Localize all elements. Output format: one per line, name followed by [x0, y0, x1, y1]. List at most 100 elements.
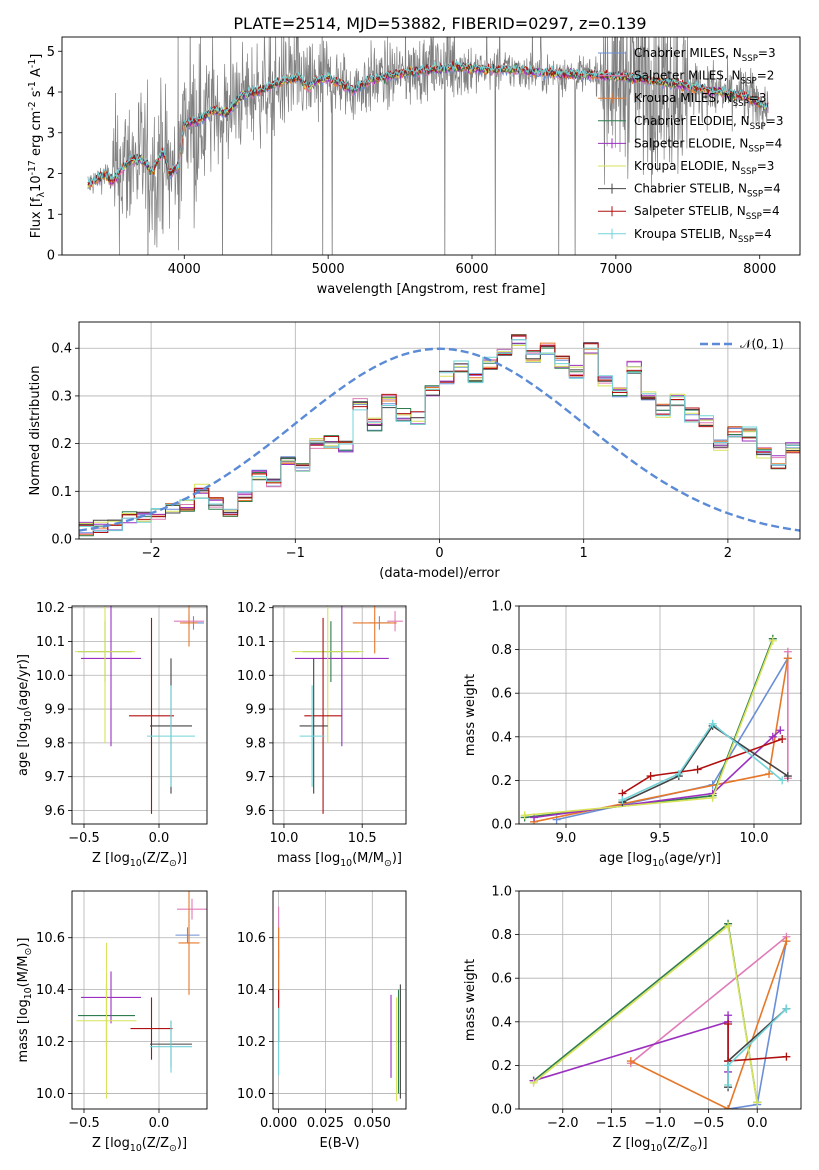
gaussian-curve: [79, 347, 800, 532]
legend-label-5: Kroupa ELODIE, NSSP=3: [634, 159, 774, 177]
age-vs-Z-ytick-label: 10.0: [36, 669, 65, 684]
age-vs-Z-ytick-label: 9.8: [44, 736, 65, 751]
mass-vs-Z-plot-area: [76, 891, 207, 1099]
weight-vs-Z-ytick-label: 0.2: [491, 1059, 512, 1074]
weight-vs-Z-xtick-label: −1.0: [644, 1116, 676, 1131]
legend-label-7: Salpeter STELIB, NSSP=4: [634, 204, 780, 222]
weight-vs-age-ytick-label: 0.8: [491, 643, 512, 658]
residual-hist-5: [79, 345, 800, 524]
residual-hist-6: [79, 334, 800, 525]
residuals-ylabel: Normed distribution: [28, 366, 43, 496]
spectrum-model-line-8: [87, 60, 769, 185]
age-vs-mass-plot-area: [291, 606, 403, 814]
weight-vs-age-marker-8-0: [618, 796, 627, 805]
spectrum-frame: [61, 36, 801, 256]
mass-vs-Z-ytick-label: 10.4: [36, 983, 65, 998]
mass-vs-ebv-plot-area: [278, 906, 401, 1102]
weight-vs-Z-ytick-label: 0.4: [491, 1015, 512, 1030]
weight-vs-age-marker-5-2: [768, 636, 777, 645]
residuals-frame: [78, 321, 801, 540]
weight-vs-age-marker-8-1: [674, 769, 683, 778]
weight-vs-age-series-2: [533, 658, 789, 823]
weight-vs-Z-xtick-label: −0.5: [693, 1116, 725, 1131]
mass-vs-Z-xtick-label: −0.5: [68, 1116, 100, 1131]
mass-vs-ebv-xtick-label: 0.050: [354, 1116, 391, 1131]
weight-vs-Z-ytick-label: 0.8: [491, 928, 512, 943]
figure-title: PLATE=2514, MJD=53882, FIBERID=0297, z=0…: [233, 14, 646, 33]
weight-vs-age-ytick-label: 1.0: [491, 600, 512, 615]
mass-vs-ebv-xtick-label: 0.025: [307, 1116, 344, 1131]
residuals-ytick-label: 0.4: [51, 342, 72, 357]
age-vs-mass-xlabel: mass [log10(M/M⊙)]: [277, 851, 402, 869]
spectrum-ylabel: Flux [fλ10-17 erg cm-2 s-1 A-1]: [27, 54, 47, 239]
legend-label-3: Chabrier ELODIE, NSSP=3: [634, 114, 783, 132]
spectrum-ytick-label: 4: [47, 86, 55, 101]
spectrum-xtick-label: 7000: [599, 262, 632, 277]
weight-vs-Z-marker-5-0: [529, 1078, 538, 1087]
mass-vs-ebv-ytick-label: 10.2: [237, 1035, 266, 1050]
weight-vs-age-frame: [518, 605, 802, 825]
residuals-xtick-label: 0: [435, 546, 443, 561]
spectrum-xtick-label: 8000: [743, 262, 776, 277]
weight-vs-Z-axes: −2.0 −1.5 −1.0 −0.5 0.0 0.0 0.2 0.4 0.6 0.8 1.0 Z […: [463, 885, 802, 1154]
weight-vs-age-marker-6-3: [783, 772, 792, 781]
weight-vs-age-ytick-label: 0.4: [491, 730, 512, 745]
age-vs-Z-ytick-label: 10.1: [36, 635, 65, 650]
age-vs-Z-xtick-label: −0.5: [68, 831, 100, 846]
weight-vs-age-marker-7-2: [693, 765, 702, 774]
legend-label-0: Chabrier MILES, NSSP=3: [634, 46, 776, 64]
weight-vs-age-marker-4-3: [776, 726, 785, 735]
weight-vs-Z-marker-8-1: [724, 1061, 733, 1070]
age-vs-mass-ytick-label: 9.9: [245, 703, 266, 718]
age-vs-Z-ytick-label: 10.2: [36, 601, 65, 616]
weight-vs-Z-series-2: [630, 940, 788, 1109]
age-vs-mass-xtick-label: 10.5: [348, 831, 377, 846]
age-vs-Z-frame: [71, 605, 208, 825]
weight-vs-Z-ytick-label: 1.0: [491, 885, 512, 900]
age-vs-mass-ytick-label: 10.0: [237, 669, 266, 684]
residuals-plot-area: [79, 334, 800, 537]
spectrum-ytick-label: 3: [47, 126, 55, 141]
weight-vs-Z-marker-5-2: [753, 1098, 762, 1107]
mass-vs-Z-frame: [71, 890, 208, 1110]
weight-vs-age-marker-2-1: [765, 769, 774, 778]
weight-vs-age-xlabel: age [log10(age/yr)]: [599, 851, 721, 869]
age-vs-mass-ytick-label: 9.8: [245, 736, 266, 751]
spectrum-ytick-label: 5: [47, 45, 55, 60]
weight-vs-Z-series-1: [630, 936, 787, 1064]
mass-vs-Z-ylabel: mass [log10(M/M⊙)]: [16, 938, 34, 1063]
weight-vs-age-marker-8-2: [708, 719, 717, 728]
residuals-ytick-label: 0.3: [51, 389, 72, 404]
mass-vs-Z-axes: −0.5 0.0 10.0 10.2 10.4 10.6 Z [log10(Z/Z⊙)] ma…: [16, 890, 208, 1154]
weight-vs-Z-frame: [518, 890, 802, 1110]
mass-vs-ebv-xtick-label: 0.000: [260, 1116, 297, 1131]
weight-vs-Z-marker-2-2: [782, 937, 791, 946]
weight-vs-age-series-8: [622, 722, 783, 801]
weight-vs-age-xtick-label: 9.0: [556, 831, 577, 846]
residuals-xlabel: (data-model)/error: [379, 566, 500, 581]
age-vs-Z-plot-area: [75, 606, 204, 814]
age-vs-Z-ytick-label: 9.9: [44, 703, 65, 718]
weight-vs-age-plot-area: [520, 634, 792, 824]
weight-vs-age-axes: 9.0 9.5 10.0 0.0 0.2 0.4 0.6 0.8 1.0 age [log10(a…: [463, 600, 802, 869]
weight-vs-age-xtick-label: 10.0: [740, 831, 769, 846]
spectrum-xtick-label: 4000: [168, 262, 201, 277]
age-vs-mass-ytick-label: 10.1: [237, 635, 266, 650]
age-vs-Z-ylabel: age [log10(age/yr)]: [16, 654, 34, 776]
weight-vs-Z-marker-8-0: [724, 1081, 733, 1090]
age-vs-mass-ytick-label: 10.2: [237, 601, 266, 616]
residual-hist-7: [79, 335, 800, 533]
weight-vs-age-ytick-label: 0.2: [491, 774, 512, 789]
spectrum-axes: 4000 5000 6000 7000 8000 0 1 2 3 4 5 wavelength [An…: [27, 36, 801, 297]
residuals-xtick-label: 1: [580, 546, 588, 561]
age-vs-Z-xlabel: Z [log10(Z/Z⊙)]: [92, 851, 187, 869]
legend-label-6: Chabrier STELIB, NSSP=4: [634, 182, 781, 200]
mass-vs-Z-xtick-label: 0.0: [149, 1116, 170, 1131]
mass-vs-ebv-axes: 0.000 0.025 0.050 10.0 10.2 10.4 10.6 E(B-V): [237, 890, 407, 1151]
weight-vs-Z-marker-5-1: [724, 921, 733, 930]
weight-vs-Z-xtick-label: 0.0: [747, 1116, 768, 1131]
weight-vs-Z-xtick-label: −1.5: [596, 1116, 628, 1131]
spectrum-model-line-7: [87, 60, 769, 186]
weight-vs-Z-xlabel: Z [log10(Z/Z⊙)]: [612, 1136, 707, 1154]
